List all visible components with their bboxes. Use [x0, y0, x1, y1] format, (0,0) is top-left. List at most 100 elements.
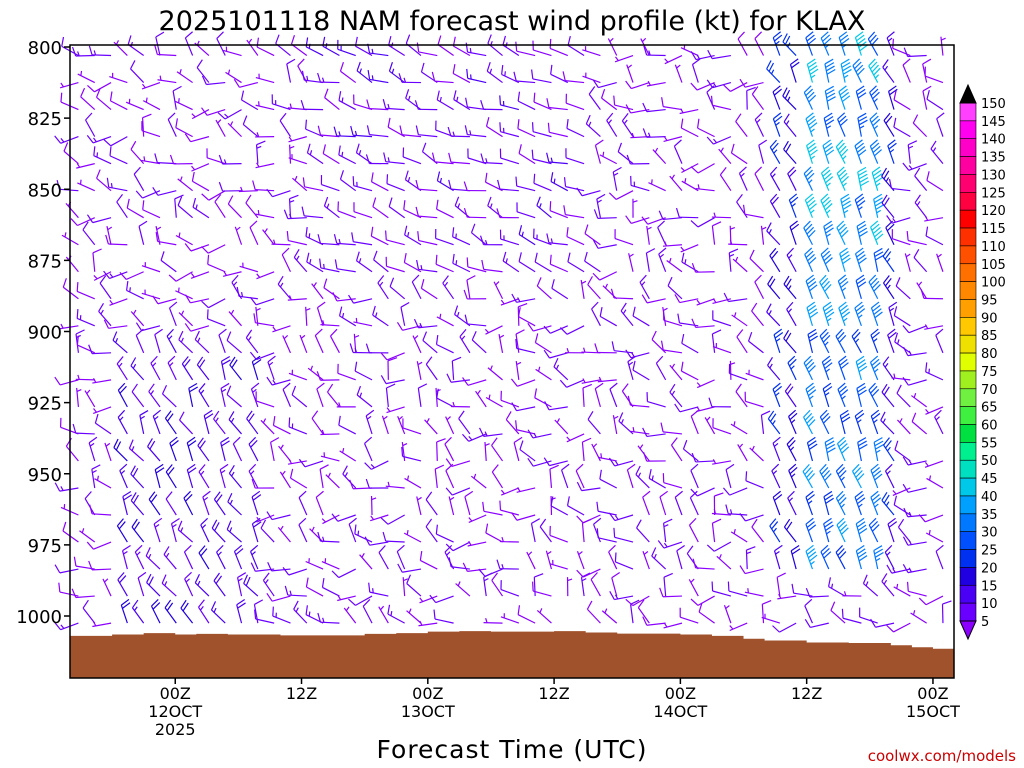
wind-barb	[725, 504, 748, 516]
wind-barb	[317, 72, 340, 84]
wind-barb	[98, 302, 112, 327]
wind-barb	[316, 371, 340, 381]
wind-barb	[434, 464, 445, 489]
wind-barb	[425, 491, 438, 516]
wind-barb	[431, 152, 454, 165]
wind-barb	[119, 463, 128, 489]
wind-barb	[403, 200, 422, 219]
colorbar-swatch	[959, 388, 977, 407]
wind-barb	[581, 347, 601, 354]
wind-barb	[305, 558, 324, 570]
wind-barb	[517, 605, 536, 624]
colorbar-swatch	[959, 299, 977, 318]
wind-barb	[719, 167, 732, 192]
wind-barb	[632, 198, 638, 218]
wind-barb	[712, 459, 731, 465]
wind-barb	[194, 330, 210, 354]
wind-barb	[646, 225, 652, 245]
wind-barb	[79, 528, 96, 543]
wind-barb	[419, 595, 438, 604]
wind-barb	[348, 294, 373, 304]
wind-barb	[771, 463, 781, 489]
wind-barb	[625, 595, 650, 607]
wind-barb	[464, 314, 487, 327]
wind-barb	[686, 545, 699, 570]
wind-barb	[840, 58, 852, 83]
wind-barb	[639, 274, 650, 300]
wind-barb	[857, 112, 868, 137]
wind-barb	[632, 306, 650, 327]
site-credit[interactable]: coolwx.com/models	[868, 747, 1016, 765]
wind-barb	[131, 599, 145, 624]
wind-barb	[803, 355, 816, 381]
wind-barb	[612, 415, 619, 435]
wind-barb	[155, 31, 165, 56]
wind-barb	[530, 518, 541, 543]
wind-barb	[288, 136, 307, 143]
wind-barb	[253, 313, 275, 327]
wind-barb	[287, 295, 307, 301]
wind-barb	[82, 221, 96, 246]
wind-barb	[586, 600, 601, 624]
colorbar-label: 60	[981, 419, 998, 434]
wind-barb	[561, 463, 570, 489]
wind-barb	[737, 31, 748, 56]
wind-barb	[255, 162, 275, 169]
wind-barb	[787, 490, 797, 516]
colorbar-label: 35	[981, 508, 998, 523]
wind-barb	[516, 202, 536, 219]
wind-barb	[370, 514, 389, 522]
wind-barb	[425, 356, 438, 381]
wind-barb	[806, 58, 819, 83]
wind-barb	[466, 68, 487, 84]
wind-barb	[787, 166, 797, 191]
wind-barb	[551, 279, 569, 300]
wind-barb	[582, 72, 601, 84]
wind-barb	[471, 331, 487, 354]
wind-barb	[806, 139, 818, 164]
wind-barb	[121, 544, 131, 570]
chart-title: 2025101118 NAM forecast wind profile (kt…	[159, 6, 866, 37]
wind-barb	[153, 517, 163, 543]
wind-barb	[737, 443, 748, 462]
wind-barb	[674, 64, 683, 83]
wind-barb	[723, 82, 748, 92]
wind-barb	[690, 217, 715, 228]
wind-barb	[104, 442, 112, 462]
wind-barb	[152, 409, 161, 435]
wind-barb	[641, 294, 666, 304]
wind-barb	[602, 283, 618, 300]
wind-barb	[783, 140, 797, 165]
x-tick-label: 00Z	[665, 684, 696, 703]
wind-barb	[77, 179, 95, 192]
colorbar-label: 80	[981, 347, 998, 362]
wind-barb	[321, 514, 340, 525]
wind-barb	[608, 512, 634, 522]
wind-barb	[116, 194, 128, 219]
wind-barb	[324, 88, 340, 111]
wind-barb	[576, 187, 601, 197]
wind-barb	[175, 287, 193, 300]
wind-barb	[161, 574, 177, 597]
wind-barb	[666, 257, 683, 273]
y-tick-label: 900	[28, 323, 62, 344]
wind-barb	[673, 139, 683, 164]
wind-barb	[321, 558, 340, 570]
wind-barb	[856, 382, 867, 408]
wind-barb	[772, 490, 783, 516]
x-tick-label: 12OCT	[148, 702, 202, 721]
wind-barb	[233, 78, 258, 88]
wind-barb	[403, 253, 422, 273]
wind-barb	[505, 411, 520, 435]
colorbar: 5 10 15 20 25 30 35 40 45 50 55 60 65 70 75 80 85 90 95 100…	[959, 83, 1006, 641]
wind-barb	[902, 58, 911, 83]
wind-barb	[725, 463, 735, 489]
wind-barb	[59, 323, 79, 330]
wind-barb	[838, 301, 851, 327]
wind-barb	[109, 146, 128, 165]
wind-barb	[534, 333, 552, 354]
wind-barb	[897, 418, 911, 435]
wind-barb	[854, 301, 866, 327]
wind-barb	[769, 166, 781, 191]
colorbar-swatch	[959, 334, 977, 354]
